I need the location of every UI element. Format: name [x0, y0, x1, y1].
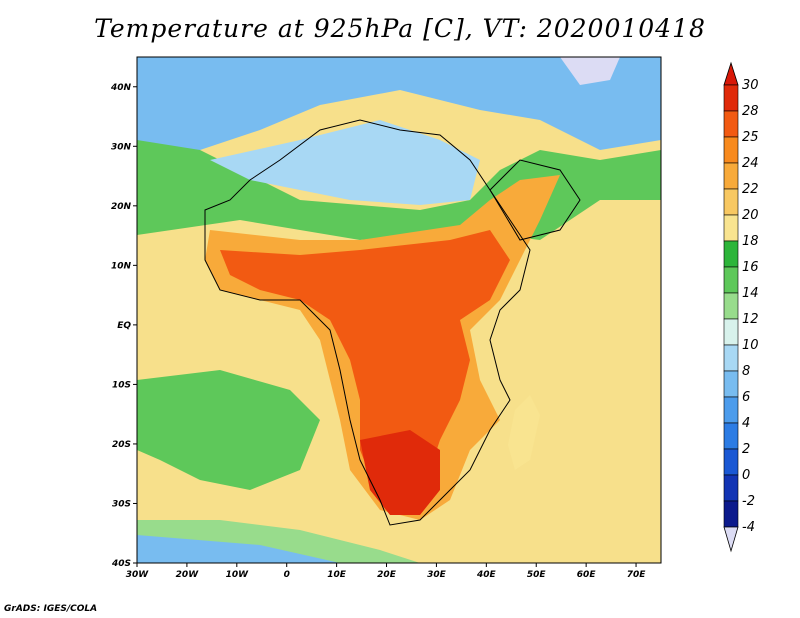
- credit-text: GrADS: IGES/COLA: [4, 604, 98, 614]
- colorbar-swatch: [723, 110, 739, 138]
- lat-tick-label: 30S: [112, 499, 131, 509]
- lon-tick-label: 30W: [126, 570, 150, 580]
- colorbar-swatch: [723, 344, 739, 372]
- lat-tick-label: EQ: [117, 321, 131, 331]
- cold-north-region: [137, 57, 661, 160]
- colorbar-swatch: [723, 370, 739, 398]
- hot-africa-region: [220, 230, 510, 500]
- lat-tick-label: 10N: [111, 261, 132, 271]
- colorbar-label: 30: [742, 78, 759, 93]
- chart-title: Temperature at 925hPa [C], VT: 202001041…: [94, 14, 706, 43]
- lat-tick-label: 20S: [112, 440, 131, 450]
- lon-tick-label: 40E: [476, 570, 497, 580]
- lon-tick-label: 10E: [327, 570, 347, 580]
- colorbar-swatch: [723, 396, 739, 424]
- colorbar-swatch: [723, 422, 739, 450]
- lon-tick-label: 20E: [377, 570, 397, 580]
- colorbar-swatch: [723, 188, 739, 216]
- south-atlantic-cool: [137, 370, 320, 490]
- colorbar-swatch: [723, 266, 739, 294]
- lon-tick-label: 20W: [176, 570, 200, 580]
- africa-coastline: [204, 119, 531, 526]
- colorbar-swatch: [723, 292, 739, 320]
- colorbar-swatch: [723, 318, 739, 346]
- lat-tick-label: 10S: [112, 380, 131, 390]
- colorbar-swatch: [723, 162, 739, 190]
- colorbar-label: 20: [742, 208, 759, 223]
- lon-tick-label: 0: [284, 570, 290, 580]
- colorbar-swatch: [723, 84, 739, 112]
- colorbar-label: 8: [742, 364, 750, 379]
- colorbar-label: 12: [742, 312, 759, 327]
- colorbar-swatch: [723, 448, 739, 476]
- colorbar-label: 18: [742, 234, 759, 249]
- colorbar-swatch: [723, 500, 739, 528]
- colorbar-label: -4: [742, 520, 755, 535]
- colorbar-label: 0: [742, 468, 750, 483]
- colorbar-top-arrow: [723, 61, 739, 86]
- colorbar-label: 22: [742, 182, 759, 197]
- lon-tick-label: 10W: [226, 570, 250, 580]
- colorbar-swatch: [723, 136, 739, 164]
- lat-tick-label: 30N: [111, 142, 132, 152]
- arabia-coastline: [489, 159, 581, 241]
- lat-tick-label: 40S: [111, 559, 131, 569]
- sahara-cold-core: [210, 120, 480, 205]
- hottest-southern-africa: [360, 430, 440, 515]
- lon-axis: 30W 20W 10W 0 10E 20E 30E 40E 50E 60E 70E: [126, 563, 646, 580]
- colorbar-label: 25: [742, 130, 759, 145]
- lat-tick-label: 20N: [111, 202, 132, 212]
- map-field: [137, 57, 661, 563]
- lat-axis: 40N 30N 20N 10N EQ 10S 20S 30S 40S: [110, 83, 137, 569]
- lon-tick-label: 60E: [577, 570, 597, 580]
- colorbar-label: 6: [742, 390, 750, 405]
- colorbar-label: 28: [742, 104, 759, 119]
- madagascar: [508, 395, 540, 470]
- cold-north-patch: [560, 57, 620, 85]
- south-ocean-cold: [137, 535, 340, 563]
- colorbar-swatch: [723, 214, 739, 242]
- colorbar-label: 14: [742, 286, 759, 301]
- colorbar-label: 2: [742, 442, 750, 457]
- colorbar-label: 10: [742, 338, 759, 353]
- lon-tick-label: 30E: [427, 570, 447, 580]
- map-frame: [136, 56, 662, 564]
- lon-tick-label: 50E: [527, 570, 547, 580]
- lat-tick-label: 40N: [110, 83, 132, 93]
- colorbar-bottom-arrow: [723, 526, 739, 553]
- colorbar-label: 24: [742, 156, 759, 171]
- lon-tick-label: 70E: [627, 570, 647, 580]
- colorbar-label: 4: [742, 416, 750, 431]
- colorbar-swatch: [723, 240, 739, 268]
- colorbar-label: -2: [742, 494, 755, 509]
- colorbar-swatch: [723, 474, 739, 502]
- colorbar-label: 16: [742, 260, 759, 275]
